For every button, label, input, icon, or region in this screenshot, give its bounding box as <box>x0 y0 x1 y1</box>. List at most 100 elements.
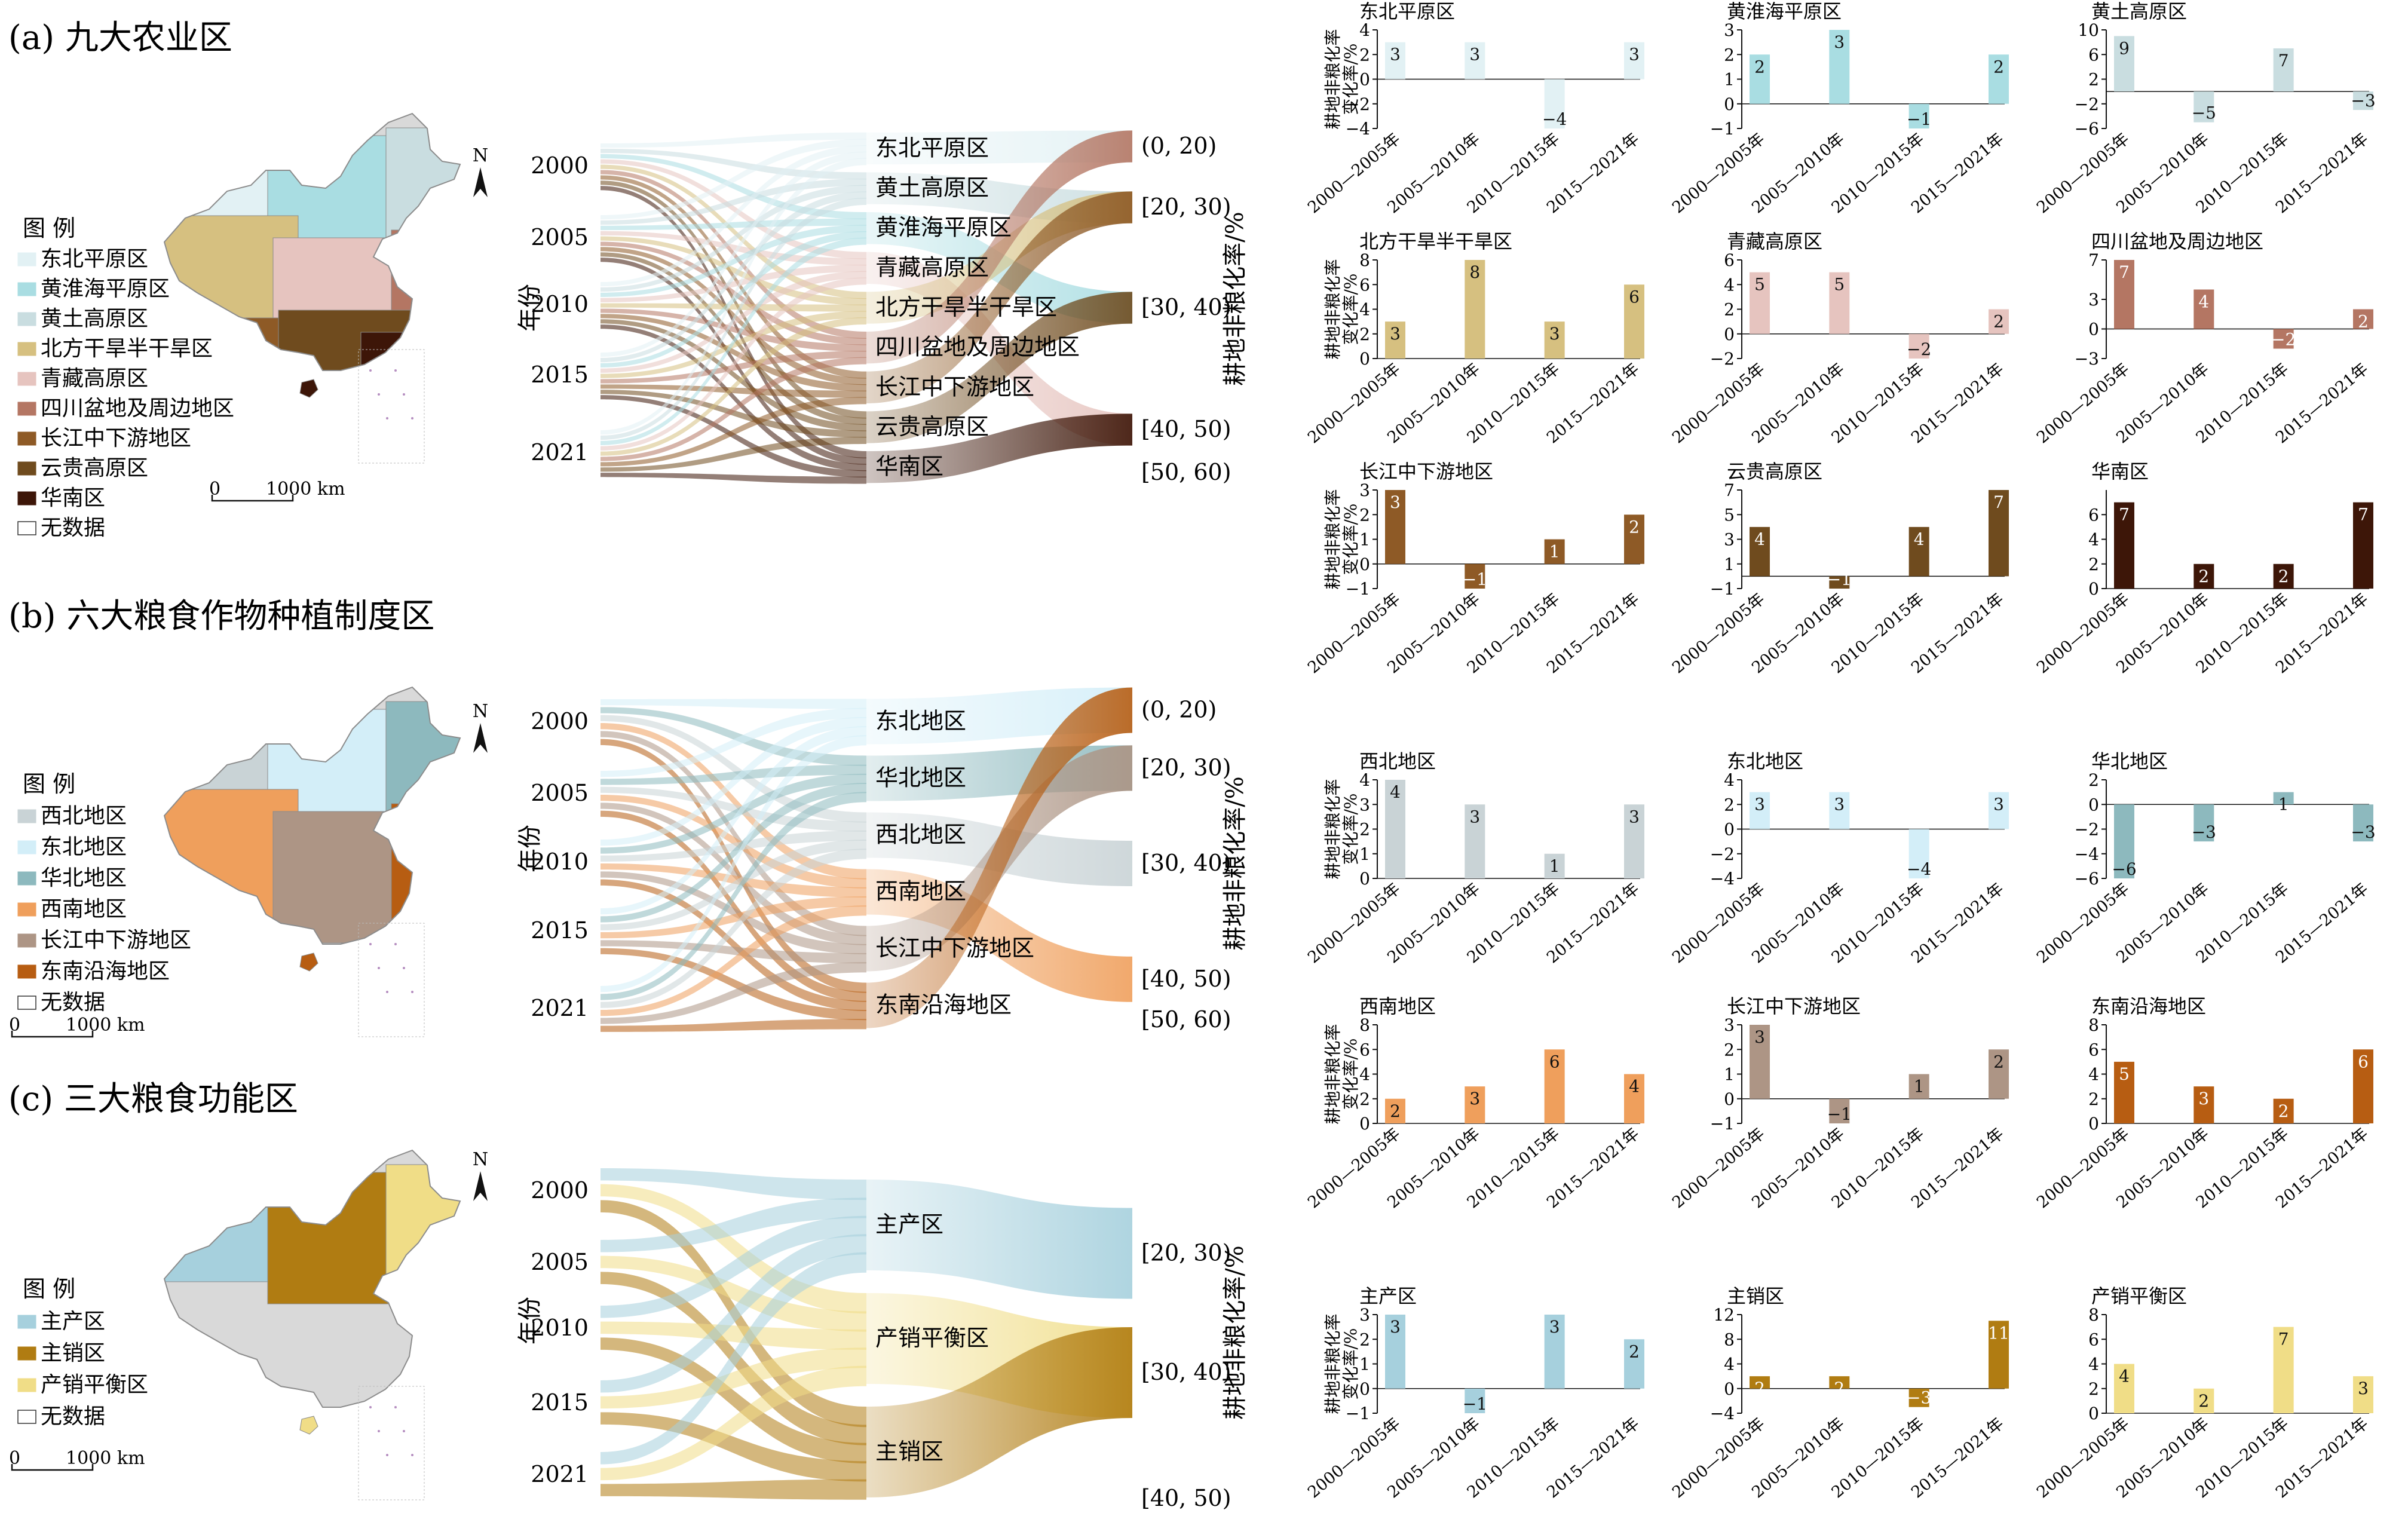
south-sea-inset <box>358 1386 425 1500</box>
y-tick-label: 1 <box>1359 844 1370 864</box>
bar <box>1624 804 1644 878</box>
panel-title: (a) 九大农业区 <box>8 19 232 57</box>
bar-data-label: 4 <box>2119 1367 2130 1386</box>
bar-data-label: 3 <box>1390 45 1401 65</box>
sankey-flow <box>601 390 866 438</box>
legend-swatch <box>17 342 36 356</box>
scale-distance: 1000 km <box>66 1015 145 1036</box>
sankey-flow <box>601 164 866 299</box>
sankey-flow <box>601 218 866 230</box>
bar-data-label: −4 <box>1542 109 1567 129</box>
bar-chart: 四川盆地及周边地区−303772000—2005年42005—2010年−220… <box>2033 230 2373 447</box>
sankey-region-label: 黄土高原区 <box>875 174 989 201</box>
y-axis-label: 耕地非粮化率 <box>1323 779 1343 879</box>
legend-label-nodata: 无数据 <box>41 990 105 1015</box>
bar-data-label: 6 <box>1629 287 1640 307</box>
bar-data-label: 1 <box>1549 542 1560 562</box>
scale-bar <box>11 1464 94 1471</box>
bar-data-label: 2 <box>1834 1379 1845 1398</box>
y-tick-label: 6 <box>2088 505 2099 525</box>
bar <box>1750 272 1770 334</box>
bar-chart: 长江中下游地区−1012332000—2005年−12005—2010年1201… <box>1304 460 1644 677</box>
map-region <box>278 310 422 370</box>
bar <box>1624 1074 1644 1123</box>
bar <box>2273 1098 2294 1123</box>
bar <box>2193 91 2214 122</box>
legend-swatch <box>17 461 36 476</box>
scale-zero: 0 <box>9 1448 20 1469</box>
legend-label: 长江中下游地区 <box>41 928 191 952</box>
bar <box>2353 1049 2373 1123</box>
legend-swatch-nodata <box>17 521 36 535</box>
sankey-year-label: 2015 <box>531 1389 589 1416</box>
island-dot <box>394 943 397 945</box>
y-tick-label: 1 <box>1359 530 1370 550</box>
sankey-y-axis-label: 年份 <box>516 284 544 332</box>
sankey-region-label: 东南沿海地区 <box>875 992 1012 1018</box>
bar-data-label: 2 <box>2278 566 2289 586</box>
y-tick-label: 2 <box>2088 1379 2099 1399</box>
hainan-island <box>299 952 318 972</box>
y-tick-label: −3 <box>2075 349 2099 369</box>
island-dot <box>386 1454 388 1456</box>
sankey-flow <box>866 130 1132 364</box>
bar-data-label: 1 <box>1914 1077 1925 1097</box>
sankey-flow <box>601 384 866 398</box>
legend-label: 西北地区 <box>41 804 127 828</box>
y-tick-label: 4 <box>1359 1065 1370 1085</box>
island-dot <box>403 393 405 396</box>
legend-label: 四川盆地及周边地区 <box>41 396 234 421</box>
island-dot <box>403 1430 405 1432</box>
bar-chart: 长江中下游地区−1012332000—2005年−12005—2010年1201… <box>1669 995 2009 1212</box>
y-tick-label: 4 <box>1359 770 1370 790</box>
bar-chart-title: 四川盆地及周边地区 <box>2091 230 2263 253</box>
sankey-region-label: 东北地区 <box>875 708 966 734</box>
legend-label: 西南地区 <box>41 897 127 921</box>
bar <box>1750 1376 1770 1389</box>
sankey-flow <box>601 314 866 391</box>
bar-data-label: 3 <box>2198 1089 2209 1108</box>
map-border <box>163 112 461 371</box>
bar-chart-title: 黄土高原区 <box>2091 0 2187 23</box>
bar <box>1989 309 2009 334</box>
bar <box>1829 1376 1850 1389</box>
bar-data-label: 7 <box>2358 505 2369 525</box>
sankey-bin-label: (0, 20) <box>1141 133 1217 159</box>
y-tick-label: 0 <box>1724 1089 1735 1109</box>
bar <box>2273 329 2294 349</box>
south-sea-inset <box>358 349 425 464</box>
sankey-flow <box>601 1168 866 1200</box>
bar <box>1385 42 1405 79</box>
bar <box>1829 1098 1850 1123</box>
sankey-year-label: 2010 <box>531 849 589 875</box>
bar-data-label: 2 <box>2198 1391 2209 1411</box>
legend-swatch <box>17 964 36 979</box>
y-tick-label: 2 <box>1724 1040 1735 1059</box>
sankey-year-label: 2000 <box>531 152 589 179</box>
bar-data-label: 4 <box>2198 292 2209 312</box>
sankey-flow <box>601 731 866 936</box>
island-dot <box>386 991 388 993</box>
bar-data-label: −1 <box>1827 569 1852 589</box>
y-tick-label: 0 <box>1359 869 1370 889</box>
y-tick-label: −2 <box>1710 844 1735 864</box>
y-tick-label: 0 <box>2088 795 2099 814</box>
bar-data-label: 7 <box>1993 492 2004 512</box>
bar <box>1908 333 1929 359</box>
y-tick-label: 0 <box>1359 1114 1370 1134</box>
bar-data-label: 5 <box>1834 275 1845 295</box>
y-tick-label: 0 <box>2088 1404 2099 1423</box>
sankey-flow <box>601 708 866 777</box>
y-tick-label: 2 <box>1359 820 1370 840</box>
y-tick-label: 3 <box>1724 1015 1735 1035</box>
sankey-flow <box>866 1327 1132 1497</box>
y-tick-label: 0 <box>2088 320 2099 339</box>
bar <box>1624 514 1644 564</box>
bar <box>2114 502 2134 589</box>
legend-title: 图 例 <box>23 215 75 241</box>
legend-label: 华北地区 <box>41 866 127 890</box>
bar <box>2273 563 2294 589</box>
sankey-flow <box>601 247 866 385</box>
sankey-flow <box>601 357 866 461</box>
